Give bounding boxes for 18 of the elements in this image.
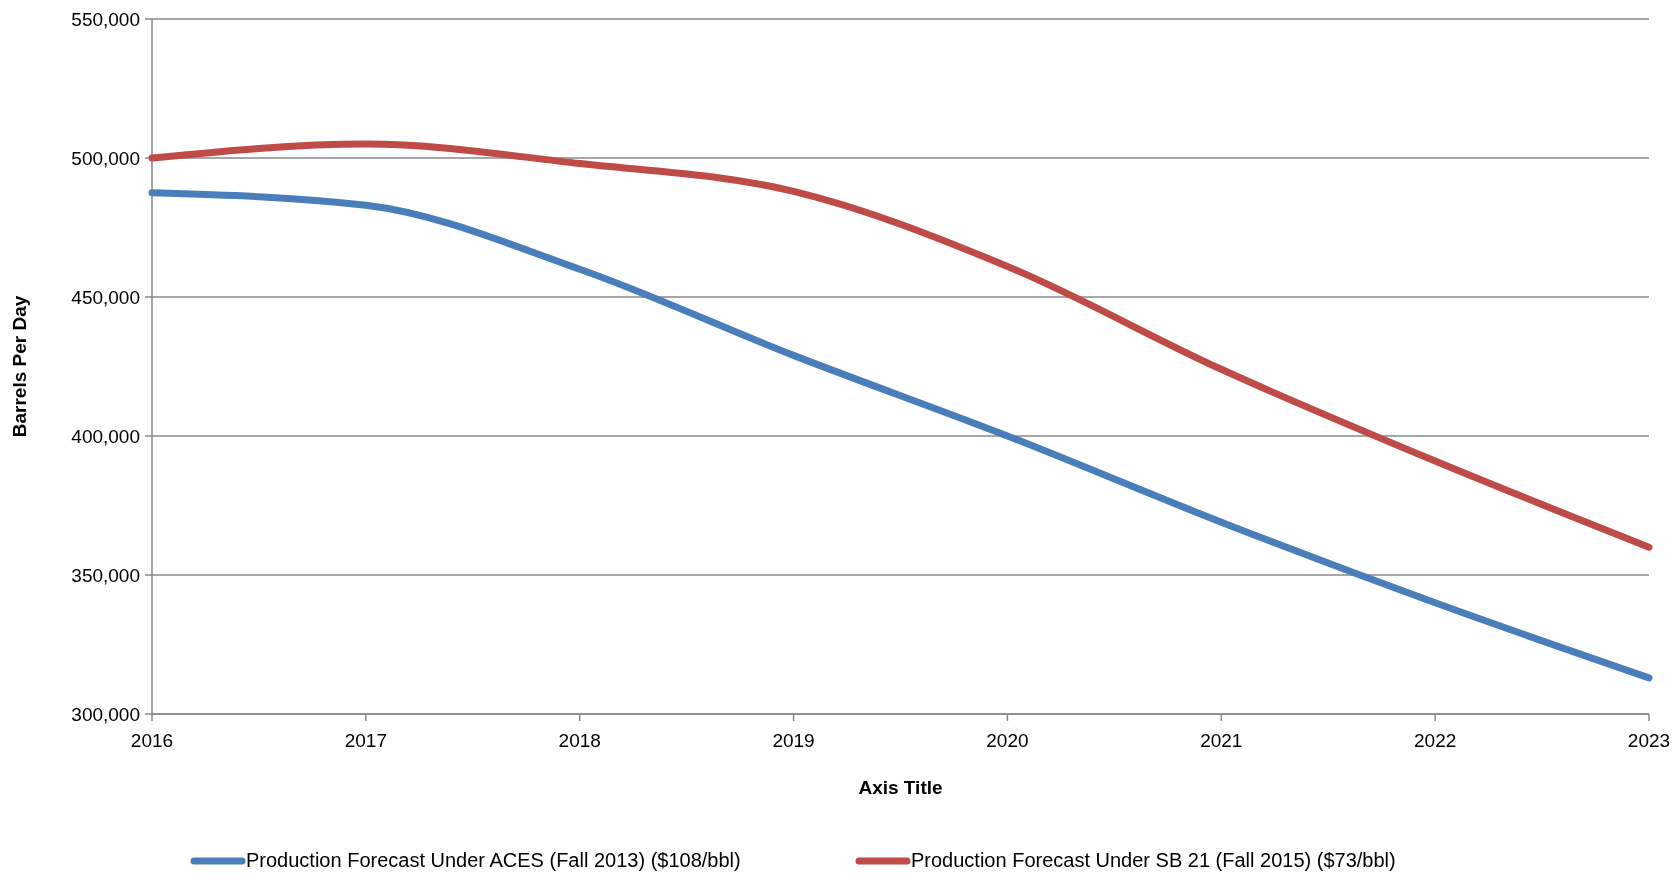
x-tick-label: 2018 (558, 730, 601, 751)
x-tick-label: 2022 (1414, 730, 1457, 751)
y-tick-label: 300,000 (71, 703, 140, 725)
x-tick-label: 2023 (1627, 730, 1671, 751)
y-tick-label: 450,000 (71, 286, 140, 308)
x-tick-label: 2019 (772, 730, 815, 751)
x-axis-title: Axis Title (858, 777, 943, 798)
y-axis-title: Barrels Per Day (9, 295, 30, 438)
y-tick-label: 500,000 (71, 147, 140, 169)
x-tick-label: 2021 (1200, 730, 1243, 751)
y-tick-label: 350,000 (71, 564, 140, 586)
y-tick-label: 400,000 (71, 425, 140, 447)
x-tick-label: 2016 (130, 730, 174, 751)
legend-label: Production Forecast Under ACES (Fall 2013) ($108/bbl) (246, 849, 741, 871)
x-tick-label: 2020 (986, 730, 1029, 751)
y-tick-label: 550,000 (71, 8, 140, 30)
x-tick-label: 2017 (344, 730, 387, 751)
legend-label: Production Forecast Under SB 21 (Fall 2015) ($73/bbl) (911, 849, 1396, 871)
